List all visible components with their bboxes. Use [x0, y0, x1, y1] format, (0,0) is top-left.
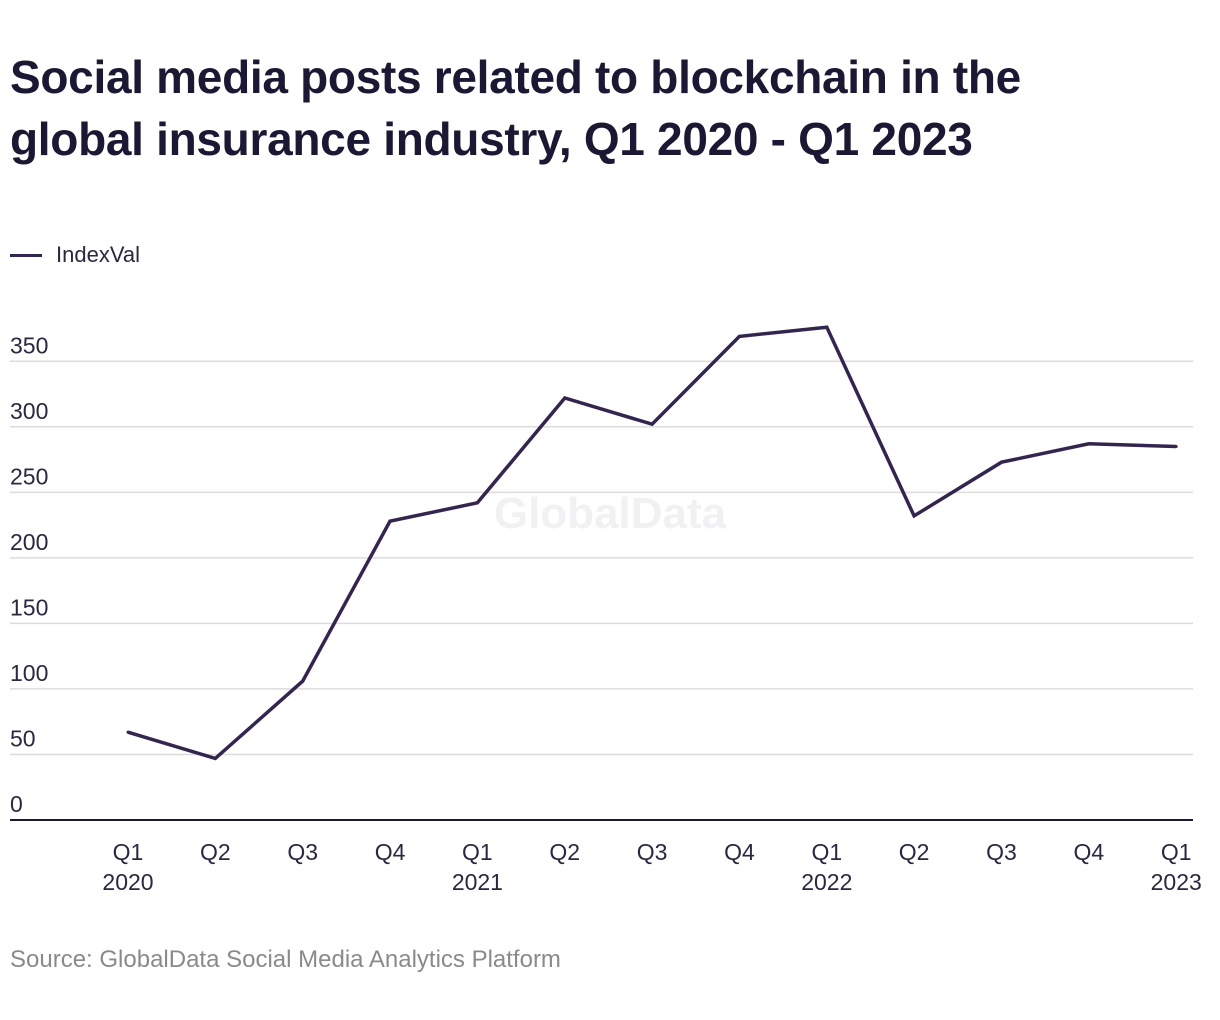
- y-tick-label-300: 300: [10, 398, 48, 424]
- x-tick-label-11: Q4: [1074, 839, 1105, 865]
- data-point-1: [213, 756, 217, 760]
- y-tick-label-0: 0: [10, 791, 23, 817]
- data-point-2: [301, 679, 305, 683]
- data-point-3: [388, 519, 392, 523]
- x-tick-label-3: Q4: [375, 839, 406, 865]
- data-point-9: [912, 514, 916, 518]
- x-tick-label-7: Q4: [724, 839, 755, 865]
- legend-label-indexval: IndexVal: [56, 242, 140, 267]
- legend-swatch-indexval: [10, 253, 42, 257]
- data-point-0: [126, 730, 130, 734]
- x-tick-label-4: Q1 2021: [452, 839, 503, 895]
- x-tick-label-10: Q3: [986, 839, 1017, 865]
- y-tick-label-50: 50: [10, 725, 36, 751]
- data-point-10: [1000, 460, 1003, 464]
- y-tick-label-150: 150: [10, 594, 48, 620]
- y-tick-label-100: 100: [10, 660, 48, 686]
- y-tick-label-250: 250: [10, 463, 48, 489]
- x-tick-label-0: Q1 2020: [102, 839, 153, 895]
- x-tick-label-5: Q2: [549, 839, 580, 865]
- legend: IndexVal: [10, 242, 140, 268]
- x-tick-label-8: Q1 2022: [801, 839, 852, 895]
- chart-title: Social media posts related to blockchain…: [10, 46, 1190, 170]
- data-point-11: [1087, 442, 1091, 446]
- source-note: Source: GlobalData Social Media Analytic…: [10, 946, 561, 973]
- watermark-text: GlobalData: [494, 489, 727, 538]
- data-point-5: [563, 396, 567, 400]
- y-tick-label-350: 350: [10, 332, 48, 358]
- chart-title-line-1: Social media posts related to blockchain…: [10, 51, 1021, 103]
- line-chart: GlobalData 0 50 100 150 200 250 300 350 Q1 2020 Q…: [10, 325, 1202, 895]
- data-point-12: [1174, 444, 1178, 448]
- x-tick-label-9: Q2: [899, 839, 930, 865]
- data-point-4: [475, 501, 479, 505]
- data-point-6: [650, 422, 654, 426]
- x-tick-label-6: Q3: [637, 839, 668, 865]
- series-line-indexval: [127, 325, 1177, 761]
- data-point-8: [825, 325, 829, 329]
- y-tick-label-200: 200: [10, 529, 48, 555]
- chart-title-line-2: global insurance industry, Q1 2020 - Q1 …: [10, 113, 973, 165]
- data-point-7: [737, 334, 741, 338]
- x-tick-label-12: Q1 2023: [1151, 839, 1202, 895]
- x-tick-label-2: Q3: [287, 839, 318, 865]
- x-tick-label-1: Q2: [200, 839, 231, 865]
